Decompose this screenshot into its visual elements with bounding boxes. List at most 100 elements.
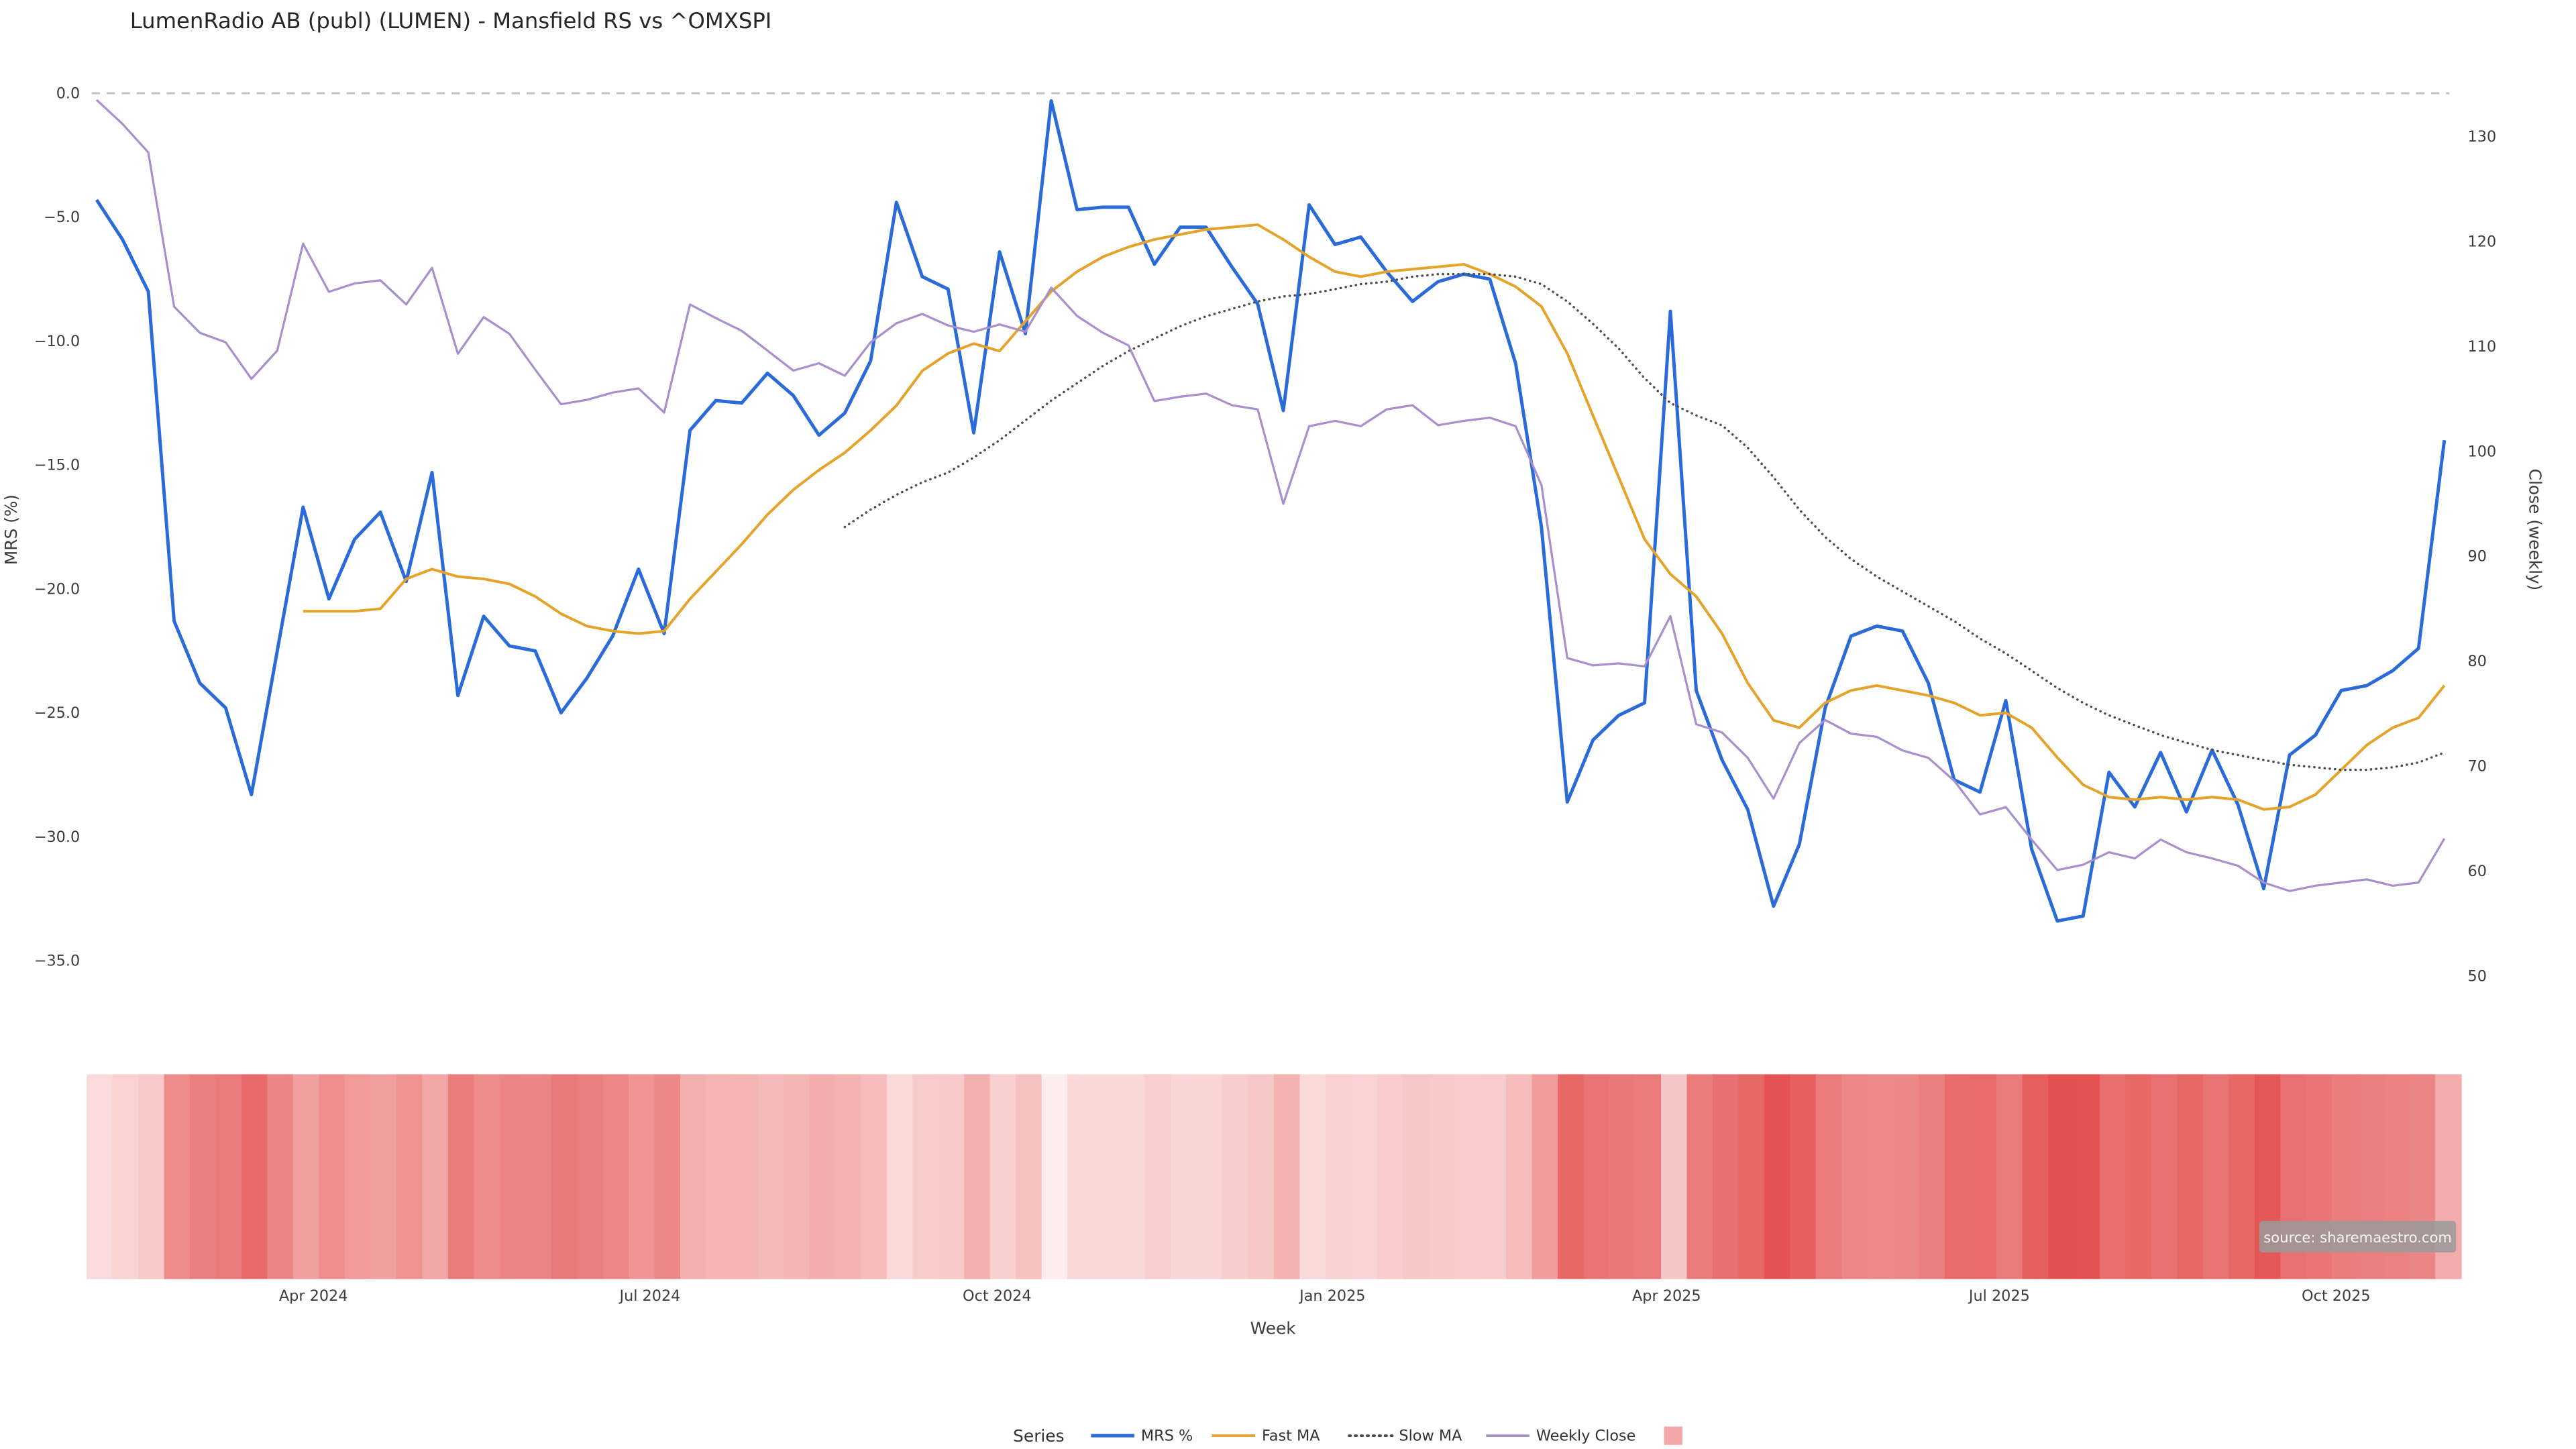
heatmap-cell bbox=[757, 1074, 784, 1279]
heatmap-cell bbox=[1506, 1074, 1533, 1279]
series-line-slow-ma bbox=[843, 272, 2446, 771]
heatmap-cell bbox=[551, 1074, 578, 1279]
heatmap-cell bbox=[629, 1074, 655, 1279]
series-line-weekly-close bbox=[95, 99, 2446, 892]
heatmap-cell bbox=[731, 1074, 759, 1279]
heatmap-cell bbox=[1351, 1074, 1378, 1279]
heatmap-cell bbox=[215, 1074, 242, 1279]
heatmap-cell bbox=[396, 1074, 423, 1279]
right-axis-tick-label: 70 bbox=[2468, 758, 2487, 775]
heatmap-cell bbox=[422, 1074, 449, 1279]
heatmap-cell bbox=[1222, 1074, 1249, 1279]
heatmap-cell bbox=[1583, 1074, 1611, 1279]
right-axis-tick-label: 120 bbox=[2468, 233, 2497, 250]
legend-label-slow-ma: Slow MA bbox=[1399, 1428, 1462, 1445]
heatmap-cell bbox=[1764, 1074, 1791, 1279]
left-axis-tick-label: −25.0 bbox=[34, 704, 80, 722]
heatmap-cell bbox=[1016, 1074, 1042, 1279]
heatmap-cell bbox=[1893, 1074, 1920, 1279]
heatmap-cell bbox=[1815, 1074, 1843, 1279]
heatmap-cell bbox=[1119, 1074, 1146, 1279]
legend-heatmap-swatch bbox=[1664, 1426, 1682, 1445]
x-axis-label: Week bbox=[1250, 1319, 1297, 1338]
heatmap-cell bbox=[1041, 1074, 1069, 1279]
heatmap-cell bbox=[1609, 1074, 1636, 1279]
heatmap-cell bbox=[112, 1074, 140, 1279]
heatmap-cell bbox=[138, 1074, 165, 1279]
heatmap-cell bbox=[370, 1074, 397, 1279]
heatmap-cell bbox=[1558, 1074, 1585, 1279]
heatmap-strip bbox=[87, 1074, 2462, 1279]
source-badge-bg bbox=[2259, 1220, 2457, 1253]
heatmap-cell bbox=[1945, 1074, 1972, 1279]
y-axis-label-right: Close (weekly) bbox=[2525, 469, 2544, 591]
legend-label-weekly-close: Weekly Close bbox=[1536, 1428, 1636, 1445]
heatmap-cell bbox=[1660, 1074, 1688, 1279]
heatmap-cell bbox=[2177, 1074, 2204, 1279]
heatmap-cell bbox=[190, 1074, 217, 1279]
left-axis-tick-label: −35.0 bbox=[34, 953, 80, 970]
left-axis-tick-label: 0.0 bbox=[56, 85, 80, 102]
right-axis-tick-label: 80 bbox=[2468, 653, 2487, 670]
left-axis-tick-label: −5.0 bbox=[44, 209, 80, 226]
left-axis-tick-label: −15.0 bbox=[34, 457, 80, 474]
heatmap-cell bbox=[241, 1074, 268, 1279]
source-badge: source: sharemaestro.com bbox=[2259, 1220, 2457, 1253]
right-axis-tick-label: 90 bbox=[2468, 548, 2487, 566]
heatmap-cell bbox=[319, 1074, 345, 1279]
legend: Series MRS % Fast MA Slow MA Weekly Close bbox=[1013, 1426, 1682, 1446]
heatmap-cell bbox=[1428, 1074, 1456, 1279]
heatmap-cell bbox=[1248, 1074, 1275, 1279]
chart-title: LumenRadio AB (publ) (LUMEN) - Mansfield… bbox=[130, 8, 772, 34]
heatmap-cell bbox=[1841, 1074, 1868, 1279]
right-axis-tick-label: 110 bbox=[2468, 338, 2497, 356]
heatmap-cell bbox=[1454, 1074, 1481, 1279]
heatmap-cell bbox=[1403, 1074, 1430, 1279]
heatmap-cell bbox=[706, 1074, 733, 1279]
heatmap-cell bbox=[1532, 1074, 1559, 1279]
heatmap-cell bbox=[2151, 1074, 2178, 1279]
heatmap-cell bbox=[1712, 1074, 1739, 1279]
x-axis-tick-label: Apr 2025 bbox=[1632, 1287, 1701, 1305]
x-axis-tick-label: Jul 2024 bbox=[618, 1287, 680, 1305]
heatmap-cell bbox=[912, 1074, 939, 1279]
left-axis-tick-label: −10.0 bbox=[34, 333, 80, 350]
heatmap-cell bbox=[525, 1074, 552, 1279]
heatmap-cell bbox=[809, 1074, 836, 1279]
heatmap-cell bbox=[1144, 1074, 1171, 1279]
heatmap-cell bbox=[1686, 1074, 1713, 1279]
left-axis-tick-label: −30.0 bbox=[34, 828, 80, 846]
heatmap-cell bbox=[1093, 1074, 1120, 1279]
series-line-mrs-pct bbox=[95, 99, 2447, 923]
right-axis-tick-label: 60 bbox=[2468, 863, 2487, 880]
left-axis-tick-label: −20.0 bbox=[34, 580, 80, 598]
heatmap-cell bbox=[164, 1074, 191, 1279]
heatmap-cell bbox=[964, 1074, 991, 1279]
heatmap-cell bbox=[1635, 1074, 1662, 1279]
heatmap-cell bbox=[2125, 1074, 2152, 1279]
heatmap-cell bbox=[577, 1074, 604, 1279]
right-axis-tick-label: 50 bbox=[2468, 967, 2487, 985]
heatmap-cell bbox=[499, 1074, 527, 1279]
right-axis-tick-label: 130 bbox=[2468, 128, 2497, 146]
series-lines bbox=[95, 99, 2447, 923]
heatmap-cell bbox=[1377, 1074, 1404, 1279]
heatmap-cell bbox=[1170, 1074, 1197, 1279]
right-axis-tick-label: 100 bbox=[2468, 443, 2497, 460]
heatmap-cell bbox=[1273, 1074, 1301, 1279]
heatmap-cell bbox=[2074, 1074, 2100, 1279]
heatmap-cell bbox=[2048, 1074, 2075, 1279]
heatmap-cell bbox=[292, 1074, 320, 1279]
heatmap-cell bbox=[1738, 1074, 1765, 1279]
series-line-fast-ma bbox=[303, 223, 2446, 811]
heatmap-cell bbox=[267, 1074, 294, 1279]
heatmap-cell bbox=[654, 1074, 682, 1279]
heatmap-cell bbox=[602, 1074, 630, 1279]
heatmap-cell bbox=[474, 1074, 500, 1279]
heatmap-cell bbox=[447, 1074, 475, 1279]
axis-ticks: 0.0 −5.0 −10.0 −15.0 −20.0 −25.0 −30.0 −35.0 130… bbox=[34, 85, 2496, 1305]
heatmap-cell bbox=[835, 1074, 862, 1279]
heatmap-cell bbox=[1325, 1074, 1352, 1279]
